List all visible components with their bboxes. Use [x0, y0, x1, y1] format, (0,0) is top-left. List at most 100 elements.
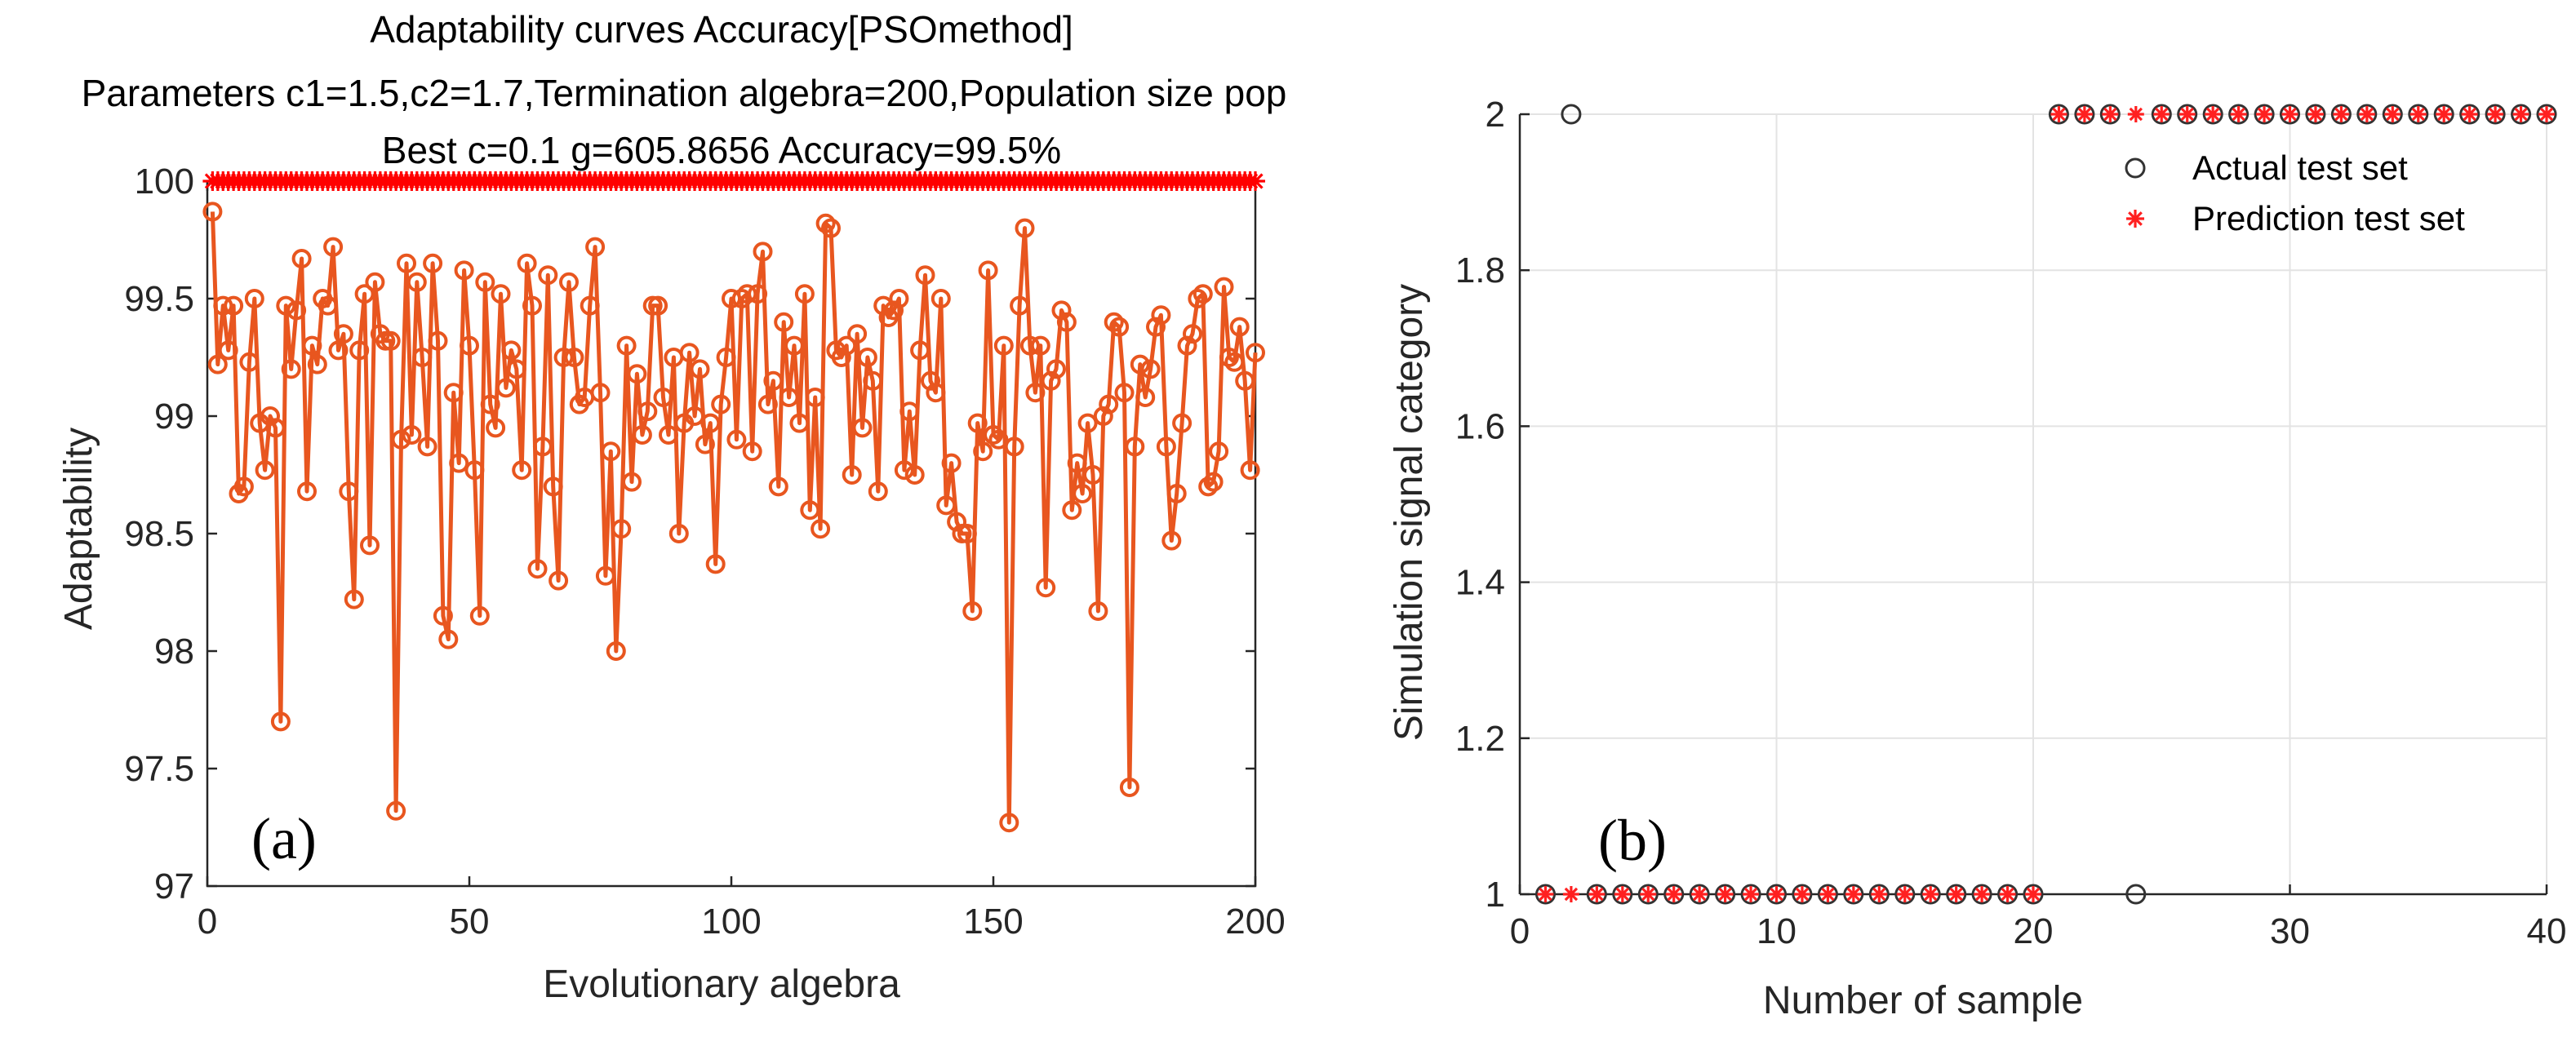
average-fitness-point — [260, 406, 280, 426]
prediction-test-point — [1871, 886, 1888, 902]
chart-b-panel-label: (b) — [1598, 808, 1667, 873]
actual-test-point — [2202, 104, 2223, 125]
average-fitness-point — [224, 295, 244, 316]
average-fitness-point — [852, 418, 873, 438]
average-fitness-point — [868, 481, 888, 502]
legend-actual-label: Actual test set — [2192, 148, 2408, 187]
chart-b-x-tick-label: 10 — [1757, 911, 1797, 951]
average-fitness-point — [894, 460, 914, 481]
average-fitness-point — [637, 401, 658, 422]
chart-a-y-tick-label: 100 — [135, 162, 194, 202]
average-fitness-point — [627, 364, 647, 384]
average-fitness-point — [517, 253, 537, 273]
actual-test-point — [1766, 884, 1787, 905]
average-fitness-point — [1156, 437, 1176, 457]
average-fitness-point — [1077, 413, 1098, 433]
prediction-test-point — [1691, 886, 1708, 902]
average-fitness-point — [941, 453, 962, 473]
actual-test-point — [2099, 104, 2121, 125]
prediction-test-point — [2333, 106, 2350, 122]
prediction-test-point — [2025, 886, 2041, 902]
chart-a-title-line-3: Best c=0.1 g=605.8656 Accuracy=99.5% — [382, 129, 1061, 171]
chart-a-y-tick-label: 98.5 — [124, 514, 194, 554]
average-fitness-point — [622, 472, 642, 492]
actual-test-point — [2074, 104, 2095, 125]
average-fitness-point — [1114, 383, 1135, 403]
average-fitness-point — [595, 565, 615, 586]
average-fitness-point — [344, 589, 364, 609]
prediction-test-point — [1640, 886, 1657, 902]
actual-test-point — [2433, 104, 2454, 125]
average-fitness-point — [648, 295, 668, 316]
average-fitness-point — [805, 388, 825, 407]
average-fitness-point — [302, 335, 322, 356]
average-fitness-point — [1146, 317, 1166, 337]
average-fitness-point — [1004, 437, 1024, 457]
legend-prediction-label: Prediction test set — [2192, 199, 2465, 237]
average-fitness-point — [668, 524, 689, 543]
actual-test-point — [1843, 884, 1864, 905]
chart-a-y-tick-label: 97 — [154, 866, 194, 906]
average-fitness-point — [532, 437, 553, 457]
actual-test-point — [2356, 104, 2378, 125]
average-fitness-point — [318, 295, 338, 316]
average-fitness-point — [1083, 465, 1103, 485]
chart-b-y-tick-label: 1.8 — [1455, 250, 1505, 290]
actual-test-point — [2305, 104, 2326, 125]
chart-b-x-tick-label: 20 — [2014, 911, 2054, 951]
average-fitness-point — [926, 383, 946, 403]
average-fitness-point — [1177, 335, 1197, 356]
chart-b-ticks: 0 10 20 30 40 1 1.2 1.4 1.6 1.8 2 — [1455, 95, 2567, 951]
actual-test-point — [1971, 884, 1992, 905]
chart-a-ticks: 0 50 100 150 200 97 97.5 98 98.5 99 99.5 100 — [124, 162, 1285, 942]
prediction-test-point — [2384, 106, 2401, 122]
prediction-test-point — [1562, 886, 1579, 902]
prediction-test-point — [1845, 886, 1862, 902]
average-fitness-point — [1062, 500, 1082, 521]
chart-a-title-line-1: Adaptability curves Accuracy[PSOmethod] — [370, 8, 1073, 51]
average-fitness-point — [632, 425, 652, 445]
actual-test-point — [2254, 104, 2275, 125]
average-fitness-point — [270, 711, 291, 732]
average-fitness-point — [690, 359, 710, 379]
average-fitness-point — [1119, 778, 1139, 797]
average-fitness-point — [768, 476, 788, 497]
average-fitness-point — [984, 425, 1003, 445]
average-fitness-point — [585, 237, 606, 257]
chart-a-x-tick-label: 50 — [450, 902, 490, 942]
average-fitness-point — [202, 202, 223, 222]
average-fitness-point — [1235, 370, 1255, 391]
average-fitness-point — [1224, 352, 1245, 372]
chart-a-y-tick-label: 99.5 — [124, 279, 194, 319]
average-fitness-point — [757, 394, 778, 414]
prediction-test-point — [2538, 106, 2555, 122]
chart-b-marks — [1535, 104, 2557, 905]
average-fitness-point — [1188, 289, 1208, 308]
average-fitness-point — [495, 378, 516, 398]
actual-test-point — [1561, 104, 1582, 125]
average-fitness-point — [433, 605, 453, 626]
actual-test-point — [2459, 104, 2481, 125]
average-fitness-point — [213, 295, 233, 316]
average-fitness-point — [726, 429, 747, 450]
average-fitness-point — [402, 425, 422, 445]
average-fitness-point — [1093, 406, 1113, 426]
prediction-test-point — [1588, 886, 1606, 902]
average-fitness-point — [1140, 359, 1161, 379]
prediction-test-point — [2436, 106, 2453, 122]
prediction-test-point — [2256, 106, 2273, 122]
chart-a-y-tick-label: 98 — [154, 632, 194, 671]
average-fitness-point — [512, 460, 532, 481]
average-fitness-point — [889, 289, 909, 308]
average-fitness-point — [559, 272, 579, 292]
average-fitness-point — [1041, 370, 1061, 391]
average-fitness-point — [716, 348, 736, 367]
average-fitness-point — [1109, 317, 1130, 337]
actual-test-point — [1612, 884, 1633, 905]
actual-test-point — [1535, 884, 1556, 905]
actual-test-point — [1997, 884, 2019, 905]
average-fitness-point — [1203, 472, 1224, 492]
average-fitness-point — [962, 601, 983, 621]
average-fitness-point — [412, 348, 433, 367]
chart-b-y-axis-label: Simulation signal category — [1388, 284, 1431, 741]
